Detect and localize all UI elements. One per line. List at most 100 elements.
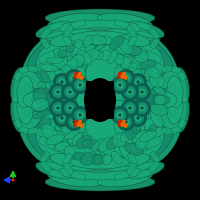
Ellipse shape [84, 30, 180, 140]
Ellipse shape [140, 106, 144, 110]
Ellipse shape [135, 137, 148, 150]
Ellipse shape [118, 119, 122, 123]
Ellipse shape [102, 36, 112, 45]
Ellipse shape [117, 123, 121, 127]
Ellipse shape [127, 88, 134, 96]
Ellipse shape [92, 155, 103, 165]
Ellipse shape [65, 59, 78, 71]
Ellipse shape [74, 39, 83, 48]
Ellipse shape [132, 76, 144, 88]
Ellipse shape [57, 50, 67, 58]
Ellipse shape [20, 40, 90, 160]
Ellipse shape [73, 75, 77, 79]
Polygon shape [27, 65, 39, 73]
Ellipse shape [123, 75, 128, 80]
Polygon shape [148, 26, 160, 40]
Ellipse shape [120, 72, 132, 84]
Polygon shape [114, 171, 129, 181]
Ellipse shape [73, 152, 85, 160]
Ellipse shape [141, 94, 149, 106]
Ellipse shape [36, 99, 114, 161]
Ellipse shape [66, 88, 74, 96]
Ellipse shape [167, 92, 183, 124]
Ellipse shape [102, 159, 138, 171]
Ellipse shape [46, 57, 64, 63]
Polygon shape [127, 68, 145, 80]
Ellipse shape [117, 113, 135, 131]
Ellipse shape [71, 106, 89, 124]
Ellipse shape [146, 66, 160, 78]
Ellipse shape [52, 102, 64, 114]
Ellipse shape [70, 155, 130, 169]
Ellipse shape [120, 116, 132, 128]
Ellipse shape [136, 116, 140, 119]
Ellipse shape [54, 104, 62, 112]
Ellipse shape [76, 135, 92, 149]
Ellipse shape [64, 102, 76, 114]
Ellipse shape [68, 106, 72, 110]
Ellipse shape [64, 86, 76, 98]
Polygon shape [114, 43, 131, 55]
Ellipse shape [73, 123, 77, 127]
Ellipse shape [10, 67, 26, 103]
Ellipse shape [111, 106, 129, 124]
Ellipse shape [12, 178, 14, 182]
Ellipse shape [97, 13, 153, 31]
Ellipse shape [102, 154, 112, 165]
Polygon shape [53, 45, 72, 60]
Polygon shape [63, 162, 74, 176]
Ellipse shape [136, 80, 140, 84]
Polygon shape [41, 70, 57, 83]
Ellipse shape [124, 76, 128, 79]
Ellipse shape [114, 109, 126, 121]
Ellipse shape [126, 126, 137, 139]
Ellipse shape [20, 32, 124, 168]
Ellipse shape [169, 70, 187, 130]
Ellipse shape [138, 88, 146, 96]
Ellipse shape [74, 109, 86, 121]
Polygon shape [171, 125, 181, 135]
Polygon shape [115, 67, 128, 78]
Ellipse shape [130, 76, 149, 83]
Ellipse shape [75, 73, 81, 79]
Ellipse shape [136, 93, 154, 107]
Ellipse shape [126, 21, 164, 39]
Ellipse shape [124, 120, 128, 123]
Ellipse shape [53, 112, 64, 123]
Ellipse shape [83, 49, 99, 63]
Polygon shape [38, 133, 57, 150]
Ellipse shape [17, 92, 33, 124]
Ellipse shape [119, 146, 132, 162]
Ellipse shape [117, 75, 121, 79]
Ellipse shape [118, 72, 122, 75]
Ellipse shape [86, 39, 164, 101]
Ellipse shape [111, 76, 129, 94]
Polygon shape [148, 160, 160, 174]
Polygon shape [114, 145, 131, 157]
Ellipse shape [51, 81, 62, 97]
Ellipse shape [83, 35, 93, 47]
Ellipse shape [98, 137, 112, 152]
Ellipse shape [78, 84, 82, 86]
Ellipse shape [47, 169, 103, 187]
Ellipse shape [125, 63, 138, 72]
Ellipse shape [153, 92, 177, 108]
Ellipse shape [122, 118, 130, 126]
Ellipse shape [150, 110, 163, 128]
Ellipse shape [61, 99, 79, 117]
Ellipse shape [76, 51, 92, 65]
Polygon shape [143, 70, 159, 83]
Polygon shape [143, 50, 162, 67]
Ellipse shape [133, 99, 151, 117]
Polygon shape [149, 36, 161, 50]
Ellipse shape [45, 9, 155, 27]
Ellipse shape [70, 31, 130, 45]
Ellipse shape [40, 64, 59, 72]
Ellipse shape [122, 72, 126, 75]
Ellipse shape [23, 92, 47, 108]
Polygon shape [67, 133, 83, 145]
Ellipse shape [140, 90, 144, 94]
Ellipse shape [62, 159, 98, 171]
Ellipse shape [61, 83, 79, 101]
Polygon shape [36, 60, 54, 75]
